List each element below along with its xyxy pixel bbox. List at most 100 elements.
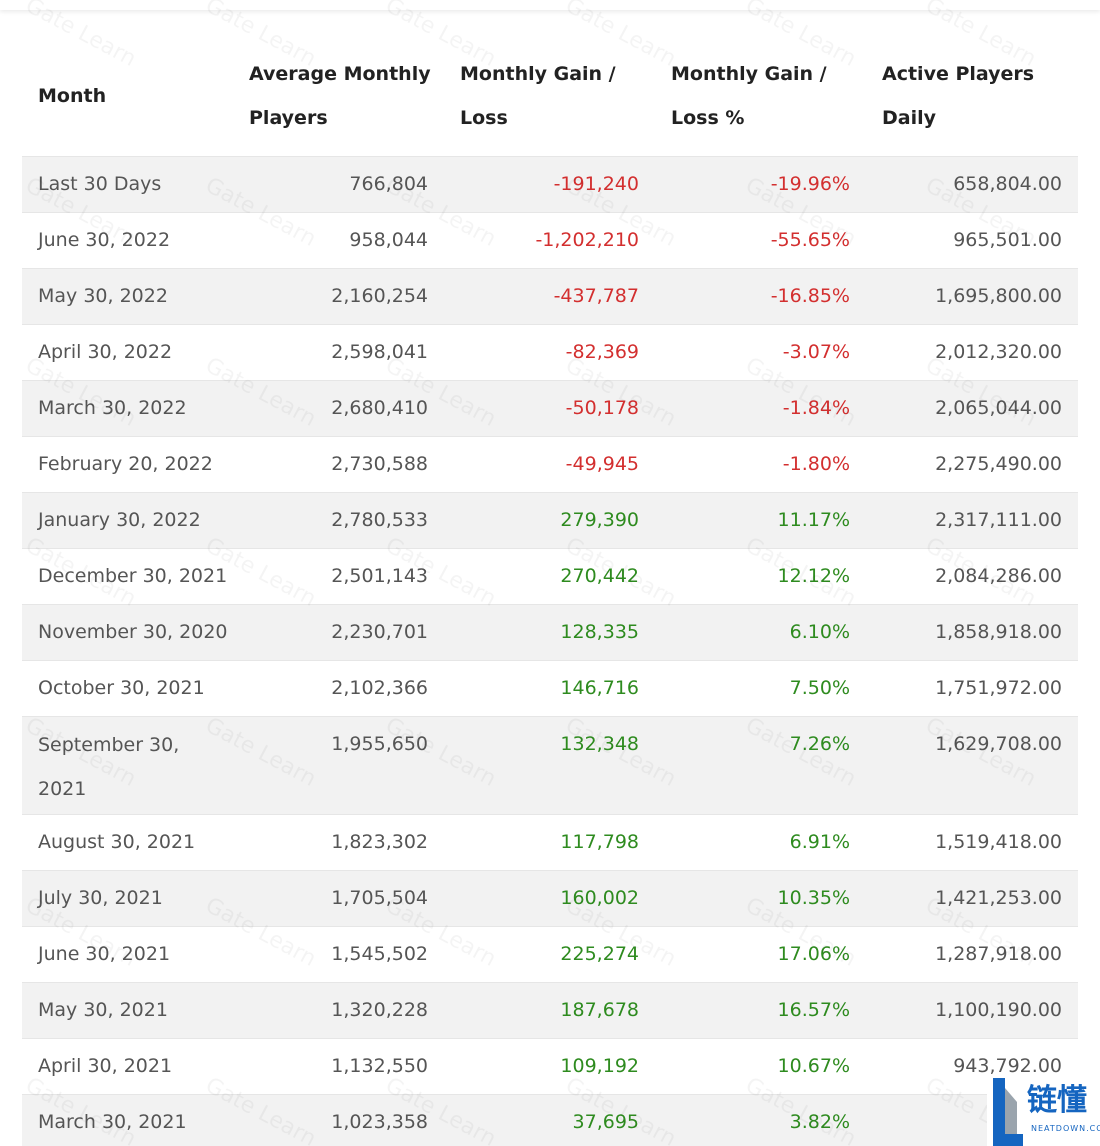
players-table: Month Average Monthly Players Monthly Ga… [22, 42, 1078, 1146]
gain-loss-cell: -437,787 [444, 268, 655, 325]
average-players-cell: 1,823,302 [233, 814, 444, 871]
month-cell: February 20, 2022 [22, 436, 233, 493]
gain-loss-percent-cell: -1.80% [655, 436, 866, 493]
gain-loss-percent-cell: -16.85% [655, 268, 866, 325]
gain-loss-percent-cell: -3.07% [655, 324, 866, 381]
gain-loss-cell: 117,798 [444, 814, 655, 871]
active-players-daily-cell: 2,084,286.00 [866, 548, 1078, 605]
table-row: December 30, 2021 2,501,143 270,442 12.12% 2… [22, 548, 1078, 605]
month-cell: May 30, 2021 [22, 982, 233, 1039]
active-players-daily-cell: 658,804.00 [866, 156, 1078, 213]
header-month: Month [38, 85, 107, 107]
header-monthly-gain-loss-percent: Monthly Gain / Loss % [671, 63, 827, 129]
average-players-cell: 2,598,041 [233, 324, 444, 381]
gain-loss-percent-cell: 16.57% [655, 982, 866, 1039]
month-cell: January 30, 2022 [22, 492, 233, 549]
average-players-cell: 1,705,504 [233, 870, 444, 927]
month-cell: November 30, 2020 [22, 604, 233, 661]
gain-loss-percent-cell: 7.50% [655, 660, 866, 717]
month-cell: August 30, 2021 [22, 814, 233, 871]
active-players-daily-cell: 965,501.00 [866, 212, 1078, 269]
header-monthly-gain-loss: Monthly Gain / Loss [460, 63, 616, 129]
gain-loss-percent-cell: 17.06% [655, 926, 866, 983]
month-cell: April 30, 2022 [22, 324, 233, 381]
active-players-daily-cell: 1,100,190.00 [866, 982, 1078, 1039]
gain-loss-percent-cell: 12.12% [655, 548, 866, 605]
active-players-daily-cell: 1,519,418.00 [866, 814, 1078, 871]
table-row: June 30, 2021 1,545,502 225,274 17.06% 1,287… [22, 926, 1078, 983]
month-cell: December 30, 2021 [22, 548, 233, 605]
month-cell: July 30, 2021 [22, 870, 233, 927]
month-cell: March 30, 2022 [22, 380, 233, 437]
month-cell: Last 30 Days [22, 156, 233, 213]
table-row: May 30, 2022 2,160,254 -437,787 -16.85% 1,69… [22, 268, 1078, 325]
average-players-cell: 2,102,366 [233, 660, 444, 717]
header-active-players-daily: Active Players Daily [882, 63, 1035, 129]
table-header-row: Month Average Monthly Players Monthly Ga… [22, 42, 1078, 157]
table-row: April 30, 2021 1,132,550 109,192 10.67% 943,… [22, 1038, 1078, 1095]
active-players-daily-cell: 1,858,918.00 [866, 604, 1078, 661]
neatdown-badge[interactable]: 链懂 NEATDOWN.COM [987, 1074, 1100, 1146]
table-row: June 30, 2022 958,044 -1,202,210 -55.65% 965… [22, 212, 1078, 269]
table-row: August 30, 2021 1,823,302 117,798 6.91% 1,51… [22, 814, 1078, 871]
gain-loss-percent-cell: 10.35% [655, 870, 866, 927]
average-players-cell: 2,730,588 [233, 436, 444, 493]
month-cell: October 30, 2021 [22, 660, 233, 717]
table-row: July 30, 2021 1,705,504 160,002 10.35% 1,421… [22, 870, 1078, 927]
neatdown-logo-icon [993, 1078, 1023, 1146]
month-cell: April 30, 2021 [22, 1038, 233, 1095]
average-players-cell: 2,230,701 [233, 604, 444, 661]
table-row: November 30, 2020 2,230,701 128,335 6.10% 1,… [22, 604, 1078, 661]
gain-loss-cell: 160,002 [444, 870, 655, 927]
gain-loss-percent-cell: 11.17% [655, 492, 866, 549]
average-players-cell: 1,023,358 [233, 1094, 444, 1146]
gain-loss-cell: 37,695 [444, 1094, 655, 1146]
table-row: Last 30 Days 766,804 -191,240 -19.96% 658,80… [22, 156, 1078, 213]
gain-loss-cell: -49,945 [444, 436, 655, 493]
gain-loss-percent-cell: -1.84% [655, 380, 866, 437]
month-cell: March 30, 2021 [22, 1094, 233, 1146]
table-row: February 20, 2022 2,730,588 -49,945 -1.80% 2… [22, 436, 1078, 493]
month-cell: June 30, 2022 [22, 212, 233, 269]
gain-loss-cell: 270,442 [444, 548, 655, 605]
table-body: Last 30 Days 766,804 -191,240 -19.96% 658,80… [22, 156, 1078, 1146]
average-players-cell: 2,501,143 [233, 548, 444, 605]
average-players-cell: 2,160,254 [233, 268, 444, 325]
month-cell: June 30, 2021 [22, 926, 233, 983]
gain-loss-percent-cell: -19.96% [655, 156, 866, 213]
average-players-cell: 1,132,550 [233, 1038, 444, 1095]
active-players-daily-cell: 2,275,490.00 [866, 436, 1078, 493]
table-row: September 30, 2021 1,955,650 132,348 7.26% 1… [22, 716, 1078, 815]
gain-loss-percent-cell: 10.67% [655, 1038, 866, 1095]
active-players-daily-cell: 1,695,800.00 [866, 268, 1078, 325]
active-players-daily-cell: 1,421,253.00 [866, 870, 1078, 927]
gain-loss-cell: 132,348 [444, 716, 655, 815]
gain-loss-percent-cell: -55.65% [655, 212, 866, 269]
top-bar [0, 0, 1100, 10]
header-average-monthly-players: Average Monthly Players [249, 63, 431, 129]
active-players-daily-cell: 2,065,044.00 [866, 380, 1078, 437]
active-players-daily-cell: 1,629,708.00 [866, 716, 1078, 815]
active-players-daily-cell: 1,287,918.00 [866, 926, 1078, 983]
gain-loss-percent-cell: 6.91% [655, 814, 866, 871]
gain-loss-percent-cell: 6.10% [655, 604, 866, 661]
gain-loss-percent-cell: 3.82% [655, 1094, 866, 1146]
active-players-daily-cell: 2,317,111.00 [866, 492, 1078, 549]
table-row: May 30, 2021 1,320,228 187,678 16.57% 1,100,… [22, 982, 1078, 1039]
gain-loss-percent-cell: 7.26% [655, 716, 866, 815]
table-row: April 30, 2022 2,598,041 -82,369 -3.07% 2,01… [22, 324, 1078, 381]
gain-loss-cell: -82,369 [444, 324, 655, 381]
average-players-cell: 2,780,533 [233, 492, 444, 549]
gain-loss-cell: -191,240 [444, 156, 655, 213]
month-cell: September 30, 2021 [22, 716, 233, 815]
average-players-cell: 1,320,228 [233, 982, 444, 1039]
table-row: January 30, 2022 2,780,533 279,390 11.17% 2,… [22, 492, 1078, 549]
table-row: March 30, 2022 2,680,410 -50,178 -1.84% 2,06… [22, 380, 1078, 437]
gain-loss-cell: 187,678 [444, 982, 655, 1039]
active-players-daily-cell: 1,751,972.00 [866, 660, 1078, 717]
average-players-cell: 766,804 [233, 156, 444, 213]
active-players-daily-cell: 2,012,320.00 [866, 324, 1078, 381]
gain-loss-cell: 109,192 [444, 1038, 655, 1095]
